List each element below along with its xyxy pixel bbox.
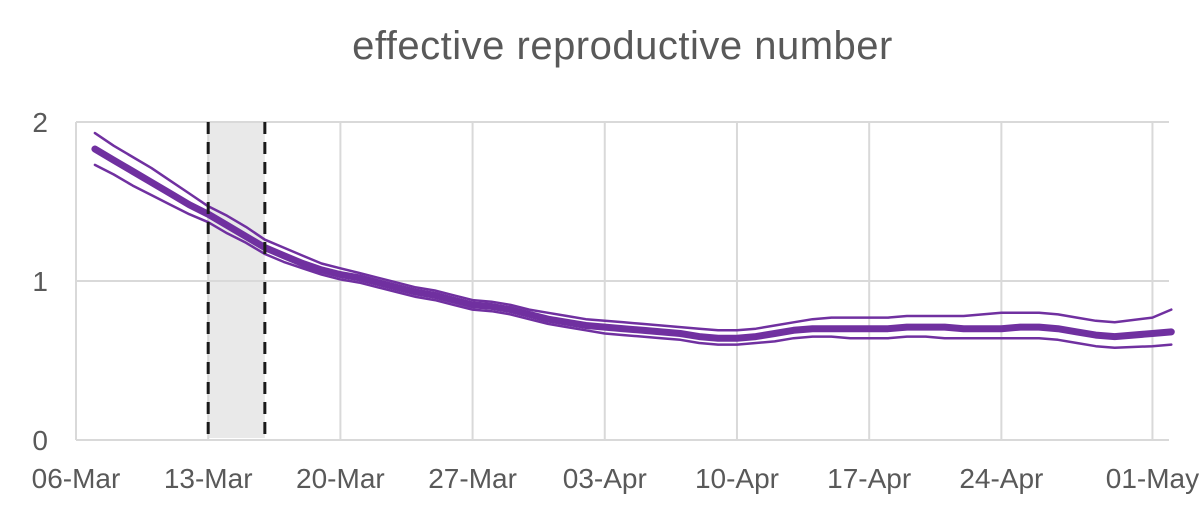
series-ci-upper (93, 131, 1173, 332)
x-tick-label: 13-Mar (164, 463, 253, 494)
chart-title: effective reproductive number (352, 24, 893, 68)
x-tick-label: 03-Apr (563, 463, 647, 494)
x-tick-label: 01-May (1106, 463, 1199, 494)
x-tick-label: 27-Mar (428, 463, 517, 494)
y-tick-label: 0 (32, 425, 48, 456)
x-tick-label: 10-Apr (695, 463, 779, 494)
x-tick-label: 24-Apr (959, 463, 1043, 494)
x-tick-label: 20-Mar (296, 463, 385, 494)
y-tick-label: 1 (32, 266, 48, 297)
x-tick-label: 06-Mar (32, 463, 121, 494)
x-tick-label: 17-Apr (827, 463, 911, 494)
series-median (91, 145, 1175, 342)
y-tick-label: 2 (32, 107, 48, 138)
series-ci-lower (93, 163, 1173, 350)
